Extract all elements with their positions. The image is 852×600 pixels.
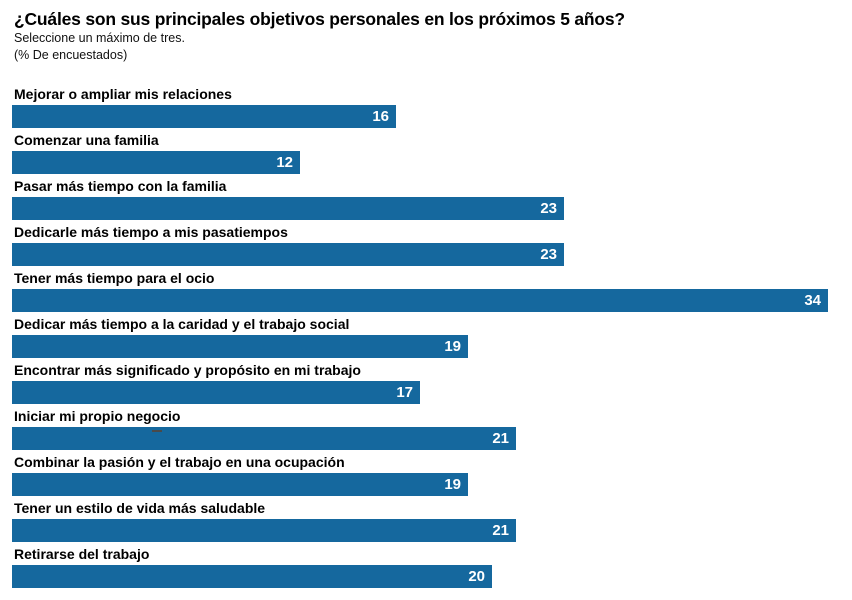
bar: 21 <box>12 427 516 450</box>
bar: 16 <box>12 105 396 128</box>
bar-track: 19 <box>12 473 828 496</box>
bar: 20 <box>12 565 492 588</box>
bar: 23 <box>12 197 564 220</box>
bar-track: 17 <box>12 381 828 404</box>
value-label: 23 <box>540 200 557 217</box>
value-label: 17 <box>396 384 413 401</box>
value-label: 19 <box>444 338 461 355</box>
category-label: Pasar más tiempo con la familia <box>14 178 227 194</box>
category-label: Retirarse del trabajo <box>14 546 150 562</box>
bar-row: Iniciar mi propio negocio 21 <box>0 405 852 451</box>
bar: 19 <box>12 473 468 496</box>
chart-title: ¿Cuáles son sus principales objetivos pe… <box>14 9 625 29</box>
bar-row: Dedicarle más tiempo a mis pasatiempos 23 <box>0 221 852 267</box>
category-label: Tener un estilo de vida más saludable <box>14 500 266 516</box>
bar-track: 23 <box>12 243 828 266</box>
category-label: Encontrar más significado y propósito en… <box>14 362 361 378</box>
bar-row: Tener más tiempo para el ocio 34 <box>0 267 852 313</box>
bars-area: Mejorar o ampliar mis relaciones 16 Comenz… <box>0 83 852 589</box>
bar-row: Pasar más tiempo con la familia 23 <box>0 175 852 221</box>
bar-row: Mejorar o ampliar mis relaciones 16 <box>0 83 852 129</box>
bar-track: 12 <box>12 151 828 174</box>
bar-track: 20 <box>12 565 828 588</box>
category-label: Dedicarle más tiempo a mis pasatiempos <box>14 224 288 240</box>
bar-row: Encontrar más significado y propósito en… <box>0 359 852 405</box>
bar-row: Retirarse del trabajo 20 <box>0 543 852 589</box>
bar: 23 <box>12 243 564 266</box>
value-label: 23 <box>540 246 557 263</box>
bar-track: 21 <box>12 427 828 450</box>
bar-track: 23 <box>12 197 828 220</box>
category-label: Mejorar o ampliar mis relaciones <box>14 86 232 102</box>
bar-track: 19 <box>12 335 828 358</box>
bar-track: 21 <box>12 519 828 542</box>
stray-mark <box>152 430 162 432</box>
bar-track: 16 <box>12 105 828 128</box>
chart-subtitle: Seleccione un máximo de tres. <box>14 31 185 45</box>
value-label: 34 <box>804 292 821 309</box>
bar: 19 <box>12 335 468 358</box>
value-label: 21 <box>492 522 509 539</box>
value-label: 12 <box>276 154 293 171</box>
bar: 34 <box>12 289 828 312</box>
category-label: Combinar la pasión y el trabajo en una o… <box>14 454 345 470</box>
bar: 12 <box>12 151 300 174</box>
bar-row: Comenzar una familia 12 <box>0 129 852 175</box>
bar-row: Tener un estilo de vida más saludable 21 <box>0 497 852 543</box>
value-label: 16 <box>372 108 389 125</box>
value-label: 21 <box>492 430 509 447</box>
value-label: 19 <box>444 476 461 493</box>
category-label: Comenzar una familia <box>14 132 159 148</box>
category-label: Iniciar mi propio negocio <box>14 408 181 424</box>
bar-row: Combinar la pasión y el trabajo en una o… <box>0 451 852 497</box>
bar-track: 34 <box>12 289 828 312</box>
value-label: 20 <box>468 568 485 585</box>
chart-unit-note: (% De encuestados) <box>14 47 128 62</box>
category-label: Tener más tiempo para el ocio <box>14 270 215 286</box>
category-label: Dedicar más tiempo a la caridad y el tra… <box>14 316 350 332</box>
bar: 17 <box>12 381 420 404</box>
bar: 21 <box>12 519 516 542</box>
bar-row: Dedicar más tiempo a la caridad y el tra… <box>0 313 852 359</box>
chart-header: ¿Cuáles son sus principales objetivos pe… <box>0 0 852 63</box>
